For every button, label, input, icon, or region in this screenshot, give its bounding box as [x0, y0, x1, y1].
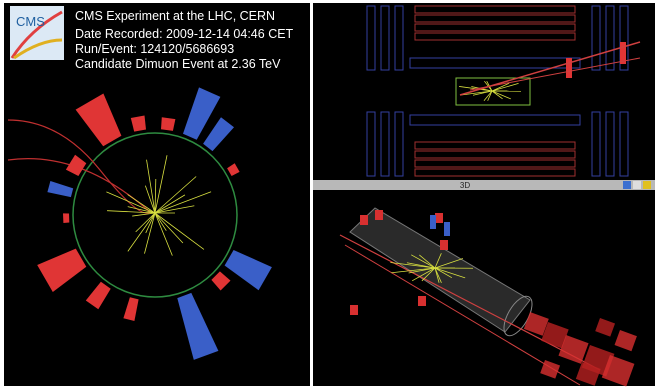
event-display: 3D CMS CMS Experiment at the LHC, CERN D…	[0, 0, 658, 389]
tower	[375, 210, 383, 220]
tower	[360, 215, 368, 225]
header-line: Run/Event: 124120/5686693	[75, 42, 234, 56]
panel-icon[interactable]	[643, 181, 651, 189]
panel-icon[interactable]	[633, 181, 641, 189]
muon-hit	[566, 58, 572, 78]
tower	[430, 215, 436, 229]
tower	[435, 213, 443, 223]
panel-icon[interactable]	[623, 181, 631, 189]
header-title: CMS Experiment at the LHC, CERN	[75, 9, 275, 23]
tower	[418, 296, 426, 306]
tower	[350, 305, 358, 315]
calorimeter-tower	[161, 117, 175, 131]
logo-text: CMS	[16, 14, 45, 29]
header-line: Date Recorded: 2009-12-14 04:46 CET	[75, 27, 294, 41]
tower	[444, 222, 450, 236]
rz-view	[313, 3, 655, 180]
tower	[440, 240, 448, 250]
panel-title-bar	[313, 180, 655, 190]
calorimeter-tower	[63, 213, 69, 223]
header-line: Candidate Dimuon Event at 2.36 TeV	[75, 57, 281, 71]
panel-title: 3D	[460, 181, 470, 190]
